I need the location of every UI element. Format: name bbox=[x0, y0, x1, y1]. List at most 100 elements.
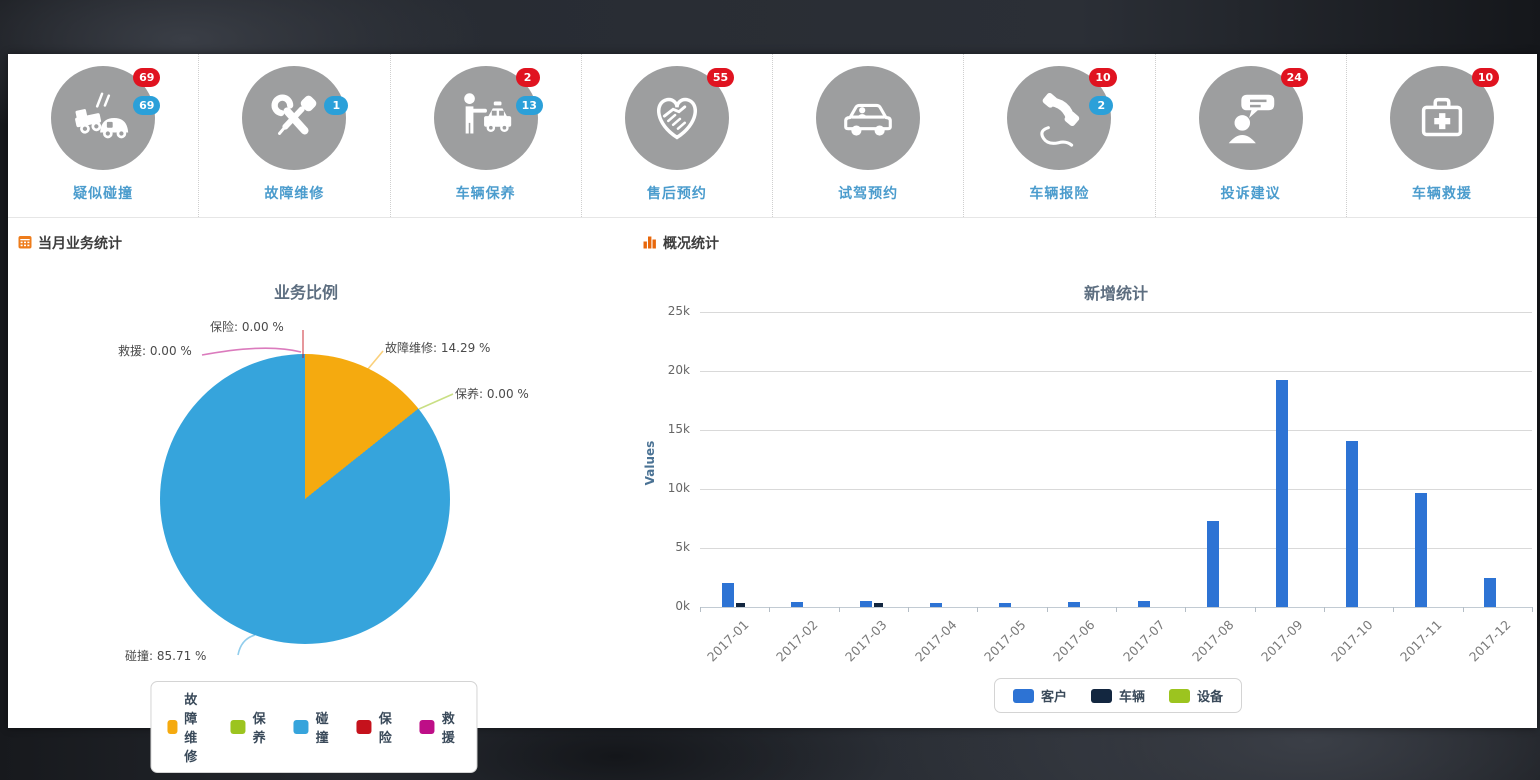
quick-action-label: 试驾预约 bbox=[838, 186, 899, 202]
pie-leader-line bbox=[418, 393, 454, 410]
pie-callout-label: 保养: 0.00 % bbox=[455, 387, 529, 401]
quick-action-label: 投诉建议 bbox=[1220, 186, 1281, 202]
bar-xlabel: 2017-11 bbox=[1397, 617, 1445, 665]
overview-stats-title: 概况统计 bbox=[663, 236, 719, 252]
quick-action-person-chat[interactable]: 24 投诉建议 bbox=[1156, 54, 1347, 217]
quick-action-handshake[interactable]: 55 售后预约 bbox=[582, 54, 773, 217]
legend-swatch bbox=[419, 720, 435, 734]
bar-ytick: 0k bbox=[675, 599, 690, 613]
bar-legend-item[interactable]: 设备 bbox=[1169, 686, 1223, 705]
pie-legend: 故障维修 保养 碰撞 保险 救援 bbox=[150, 681, 478, 773]
bar-客户-2017-12 bbox=[1484, 577, 1497, 607]
legend-label: 碰撞 bbox=[315, 712, 329, 746]
badge-count-red: 24 bbox=[1280, 68, 1308, 87]
legend-label: 保养 bbox=[252, 712, 266, 746]
bar-chart-icon bbox=[643, 235, 657, 251]
bar-xtickmark bbox=[1324, 607, 1325, 612]
bar-gridline bbox=[700, 312, 1532, 313]
bar-客户-2017-02 bbox=[791, 602, 803, 607]
bar-chart-plot: 0k 5k 10k 15k 20k 25k 2017-01 2017-02 2017-03 201… bbox=[620, 218, 1537, 727]
quick-action-label: 车辆报险 bbox=[1029, 186, 1090, 202]
bar-xlabel: 2017-12 bbox=[1466, 617, 1514, 665]
bar-gridline bbox=[700, 430, 1532, 431]
pie-legend-item[interactable]: 救援 bbox=[419, 708, 461, 746]
bar-xlabel: 2017-10 bbox=[1327, 617, 1376, 665]
bar-ytick: 15k bbox=[667, 422, 690, 436]
bar-客户-2017-07 bbox=[1137, 601, 1150, 607]
legend-label: 客户 bbox=[1041, 690, 1068, 705]
bar-xlabel: 2017-05 bbox=[981, 617, 1029, 665]
bar-客户-2017-09 bbox=[1276, 380, 1289, 607]
pie-chart-title: 业务比例 bbox=[273, 283, 338, 302]
quick-action-person-taxi[interactable]: 2 13 车辆保养 bbox=[391, 54, 582, 217]
monthly-business-panel: 当月业务统计 业务比例 故障维修 保养 碰撞 保险 救援 故障维修: 14.29 % 保养… bbox=[8, 218, 620, 773]
bar-xtickmark bbox=[838, 607, 840, 612]
monthly-business-title: 当月业务统计 bbox=[38, 236, 122, 252]
bar-xtickmark bbox=[700, 607, 701, 612]
bar-xtickmark bbox=[1185, 607, 1187, 612]
pie-legend-item[interactable]: 保险 bbox=[356, 708, 398, 746]
pie-leader-line bbox=[367, 350, 384, 370]
badge-count-red: 10 bbox=[1471, 68, 1500, 87]
overview-stats-header: 概况统计 bbox=[643, 233, 719, 253]
bar-gridline bbox=[700, 371, 1532, 372]
quick-action-label: 售后预约 bbox=[646, 186, 707, 202]
bar-ytick: 20k bbox=[667, 363, 690, 377]
legend-label: 救援 bbox=[441, 712, 455, 746]
pie-leader-line bbox=[237, 634, 256, 656]
pie-callout-label: 碰撞: 85.71 % bbox=[125, 649, 207, 663]
repair-tools-icon bbox=[242, 66, 347, 170]
badge-count-red: 55 bbox=[706, 68, 735, 87]
bar-chart-title: 新增统计 bbox=[1083, 284, 1148, 303]
badge-count-blue: 2 bbox=[1089, 96, 1114, 115]
bar-客户-2017-11 bbox=[1415, 492, 1427, 607]
quick-action-label: 疑似碰撞 bbox=[73, 186, 134, 202]
quick-action-first-aid-kit[interactable]: 10 车辆救援 bbox=[1347, 54, 1537, 217]
quick-action-car-side[interactable]: 试驾预约 bbox=[773, 54, 965, 217]
quick-action-label: 车辆保养 bbox=[455, 186, 516, 202]
bar-xtickmark bbox=[1116, 607, 1117, 612]
quick-action-car-collision[interactable]: 69 69 疑似碰撞 bbox=[8, 54, 200, 217]
bar-gridline bbox=[700, 489, 1532, 490]
bar-xlabel: 2017-07 bbox=[1119, 617, 1168, 665]
badge-count-blue: 1 bbox=[324, 96, 349, 115]
bar-xlabel: 2017-09 bbox=[1258, 617, 1306, 665]
pie-callout-label: 保险: 0.00 % bbox=[210, 320, 284, 334]
bar-xlabel: 2017-02 bbox=[773, 617, 821, 665]
bar-xtickmark bbox=[1254, 607, 1256, 612]
pie-legend-item[interactable]: 保养 bbox=[230, 708, 271, 746]
pie-legend-item[interactable]: 故障维修 bbox=[167, 689, 208, 765]
bar-legend-item[interactable]: 车辆 bbox=[1091, 686, 1145, 705]
bar-xtickmark bbox=[1393, 607, 1395, 612]
legend-label: 设备 bbox=[1197, 690, 1224, 705]
quick-action-repair-tools[interactable]: 1 故障维修 bbox=[199, 54, 391, 217]
car-side-icon bbox=[816, 66, 921, 170]
legend-swatch bbox=[230, 720, 246, 734]
monthly-business-header: 当月业务统计 bbox=[18, 233, 122, 253]
bar-客户-2017-05 bbox=[999, 602, 1011, 607]
badge-count-blue: 13 bbox=[515, 96, 543, 115]
bar-车辆-2017-01 bbox=[735, 603, 745, 607]
bar-xlabel: 2017-01 bbox=[703, 617, 752, 665]
legend-label: 保险 bbox=[378, 712, 392, 746]
legend-label: 故障维修 bbox=[184, 693, 198, 765]
pie-callout-label: 救援: 0.00 % bbox=[118, 344, 192, 358]
bar-ytick: 10k bbox=[667, 481, 690, 495]
legend-swatch bbox=[1013, 688, 1034, 703]
bar-xtickmark bbox=[1046, 607, 1048, 612]
pie-legend-item[interactable]: 碰撞 bbox=[293, 708, 334, 746]
bar-legend: 客户 车辆 设备 bbox=[994, 678, 1243, 713]
badge-count-red: 69 bbox=[133, 68, 161, 87]
badge-count-red: 2 bbox=[515, 68, 540, 87]
quick-action-phone[interactable]: 10 2 车辆报险 bbox=[964, 54, 1156, 217]
pie-callout-label: 故障维修: 14.29 % bbox=[385, 341, 491, 355]
bar-车辆-2017-03 bbox=[874, 603, 884, 607]
bar-legend-item[interactable]: 客户 bbox=[1013, 686, 1067, 705]
bar-ytick: 25k bbox=[667, 304, 690, 318]
badge-count-red: 10 bbox=[1089, 68, 1117, 87]
bar-客户-2017-10 bbox=[1345, 440, 1358, 607]
bar-xtickmark bbox=[977, 607, 979, 612]
dashboard-panel: 69 69 疑似碰撞 1 故障维修 2 13 车辆保养 55 售后预约 bbox=[8, 54, 1537, 773]
pie-leader-line bbox=[201, 347, 302, 356]
legend-swatch bbox=[167, 720, 178, 734]
